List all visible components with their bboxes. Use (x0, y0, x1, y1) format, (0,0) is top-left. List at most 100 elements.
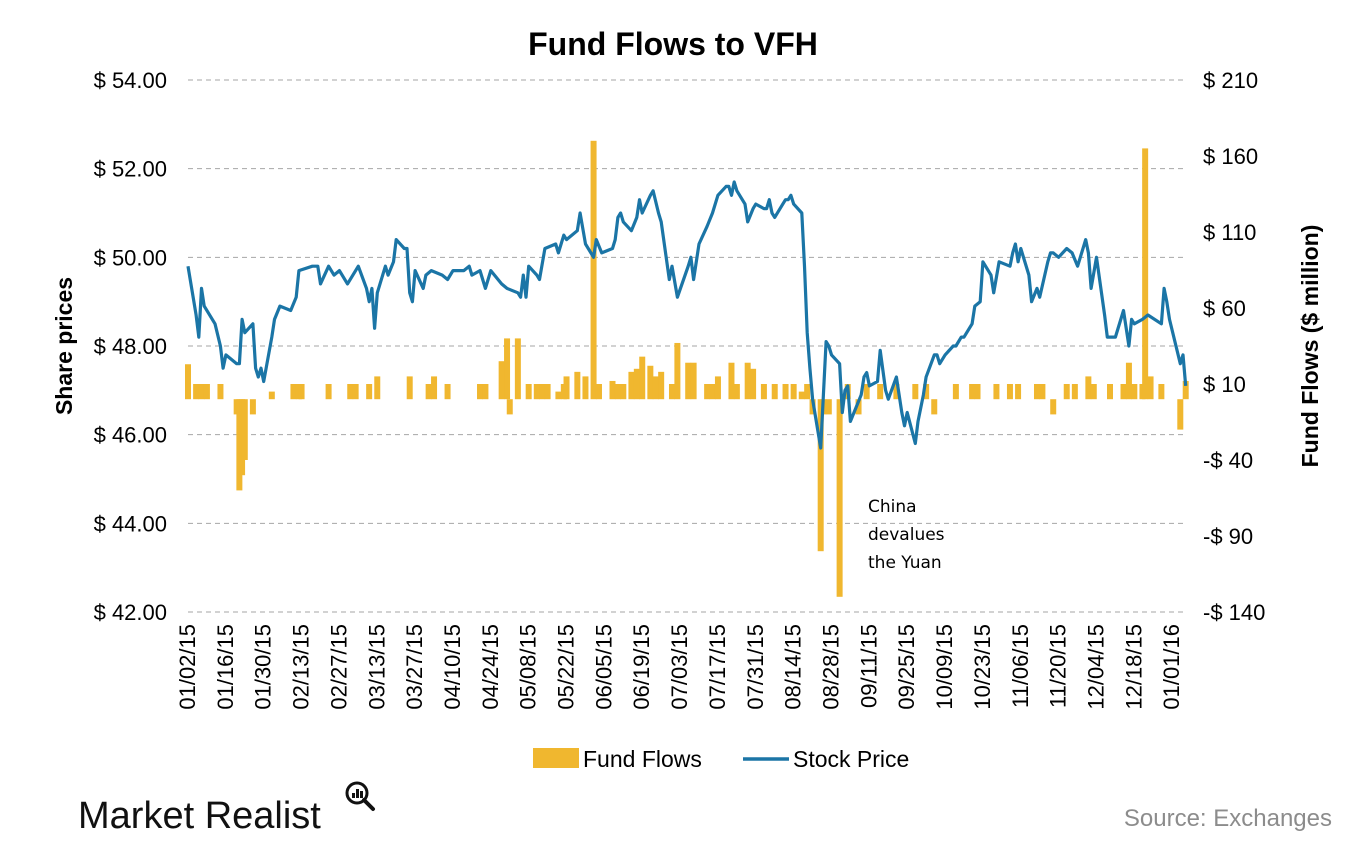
right-tick-label: -$ 40 (1203, 448, 1253, 473)
legend-label-fund-flows: Fund Flows (583, 746, 702, 772)
fund-flow-bar (347, 384, 354, 400)
x-tick-label: 09/25/15 (894, 624, 919, 710)
fund-flow-bar (647, 365, 654, 400)
fund-flow-bar (366, 384, 373, 400)
fund-flow-bar (912, 384, 919, 400)
fund-flow-bar (714, 376, 721, 400)
fund-flow-bar (1085, 376, 1092, 400)
fund-flow-bar (595, 384, 602, 400)
fund-flow-bar (1158, 384, 1165, 400)
fund-flow-bar (771, 384, 778, 400)
fund-flow-bar (590, 140, 597, 400)
fund-flow-bar (704, 384, 711, 400)
chart-title: Fund Flows to VFH (528, 26, 818, 62)
fund-flow-bar (690, 362, 697, 400)
fund-flow-bar (728, 362, 735, 400)
fund-flow-bar (1033, 384, 1040, 400)
fund-flow-bar (533, 384, 540, 400)
x-tick-label: 01/01/16 (1159, 624, 1184, 710)
fund-flow-bar (203, 384, 210, 400)
fund-flow-bar (1006, 384, 1013, 400)
fund-flow-bar (1131, 384, 1138, 400)
fund-flow-bar (969, 384, 976, 400)
fund-flow-bar (193, 384, 200, 400)
fund-flow-bar (750, 368, 757, 400)
fund-flow-bar (652, 376, 659, 400)
fund-flow-bar (877, 384, 884, 400)
x-tick-label: 02/27/15 (326, 624, 351, 710)
fund-flow-bar (1120, 384, 1127, 400)
gridlines (188, 79, 1183, 613)
fund-flow-bar (506, 399, 513, 415)
left-tick-label: $ 54.00 (94, 68, 167, 93)
fund-flow-bar (217, 384, 224, 400)
x-tick-label: 05/08/15 (516, 624, 541, 710)
right-axis-label: Fund Flows ($ million) (1297, 225, 1323, 468)
fund-flow-bar (993, 384, 1000, 400)
legend-label-stock-price: Stock Price (793, 746, 909, 772)
x-tick-label: 05/22/15 (554, 624, 579, 710)
stock-price-line (186, 180, 1188, 450)
fund-flow-bar (425, 384, 432, 400)
fund-flows-bars (185, 140, 1189, 597)
fund-flow-bar (790, 384, 797, 400)
x-tick-label: 08/14/15 (781, 624, 806, 710)
fund-flow-bar (1090, 384, 1097, 400)
right-tick-label: $ 210 (1203, 68, 1258, 93)
fund-flow-bar (185, 364, 191, 400)
left-axis-label: Share prices (51, 277, 77, 415)
fund-flow-bar (609, 380, 616, 400)
legend: Fund Flows Stock Price (533, 746, 909, 772)
fund-flow-bar (633, 368, 640, 400)
x-tick-label: 12/18/15 (1121, 624, 1146, 710)
x-tick-label: 07/17/15 (705, 624, 730, 710)
right-tick-label: $ 60 (1203, 296, 1246, 321)
fund-flow-bar (352, 384, 359, 400)
fund-flow-bar (760, 384, 767, 400)
source-note: Source: Exchanges (1124, 805, 1332, 832)
fund-flow-bar (1182, 380, 1189, 400)
right-tick-label: -$ 90 (1203, 524, 1253, 549)
fund-flow-bar (539, 384, 546, 400)
fund-flow-bar (268, 391, 275, 400)
x-tick-label: 10/09/15 (932, 624, 957, 710)
fund-flow-bar (685, 362, 692, 400)
fund-flow-bar (482, 384, 489, 400)
left-tick-label: $ 48.00 (94, 334, 167, 359)
fund-flow-bar (709, 384, 716, 400)
fund-flow-bar (893, 384, 900, 400)
fund-flow-bar (325, 384, 332, 400)
brand-logo: Market Realist (78, 781, 375, 837)
x-tick-label: 01/30/15 (251, 624, 276, 710)
x-tick-label: 08/28/15 (819, 624, 844, 710)
fund-flow-bar (1015, 384, 1022, 400)
fund-flow-bar (798, 391, 805, 400)
fund-flow-bar (574, 371, 581, 400)
fund-flow-bar (1050, 399, 1057, 415)
right-tick-label: $ 10 (1203, 372, 1246, 397)
fund-flow-bar (836, 399, 843, 597)
left-tick-label: $ 42.00 (94, 600, 167, 625)
fund-flow-bar (1125, 362, 1132, 400)
right-tick-label: -$ 140 (1203, 600, 1265, 625)
x-tick-label: 03/13/15 (364, 624, 389, 710)
x-tick-label: 11/20/15 (1046, 624, 1071, 708)
x-tick-label: 04/24/15 (478, 624, 503, 710)
fund-flow-bar (374, 376, 381, 400)
brand-name: Market Realist (78, 795, 321, 837)
fund-flow-bar (782, 384, 789, 400)
x-tick-label: 02/13/15 (289, 624, 314, 710)
fund-flow-bar (931, 399, 938, 415)
x-tick-label: 01/16/15 (213, 624, 238, 710)
annotation-line-2: devalues (868, 525, 945, 545)
x-tick-label: 12/04/15 (1083, 624, 1108, 710)
fund-flow-bar (498, 361, 505, 400)
x-tick-label: 06/05/15 (591, 624, 616, 710)
right-axis-ticks: $ 210 $ 160 $ 110 $ 60 $ 10 -$ 40 -$ 90 -$ 140 (1203, 68, 1265, 625)
fund-flow-bar (1142, 148, 1149, 400)
fund-flow-bar (639, 356, 646, 400)
fund-flow-bar (525, 384, 532, 400)
left-tick-label: $ 46.00 (94, 423, 167, 448)
fund-flow-bar (1063, 384, 1070, 400)
